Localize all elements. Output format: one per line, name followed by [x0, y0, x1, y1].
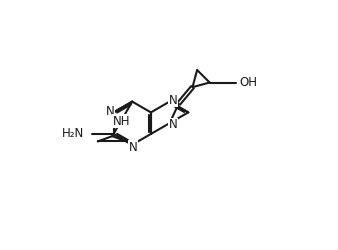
- Text: N: N: [169, 94, 178, 106]
- Text: N: N: [129, 140, 137, 153]
- Text: H₂N: H₂N: [62, 127, 84, 140]
- Text: OH: OH: [240, 76, 258, 89]
- Text: N: N: [169, 118, 178, 131]
- Text: N: N: [106, 105, 115, 118]
- Text: NH: NH: [113, 114, 130, 128]
